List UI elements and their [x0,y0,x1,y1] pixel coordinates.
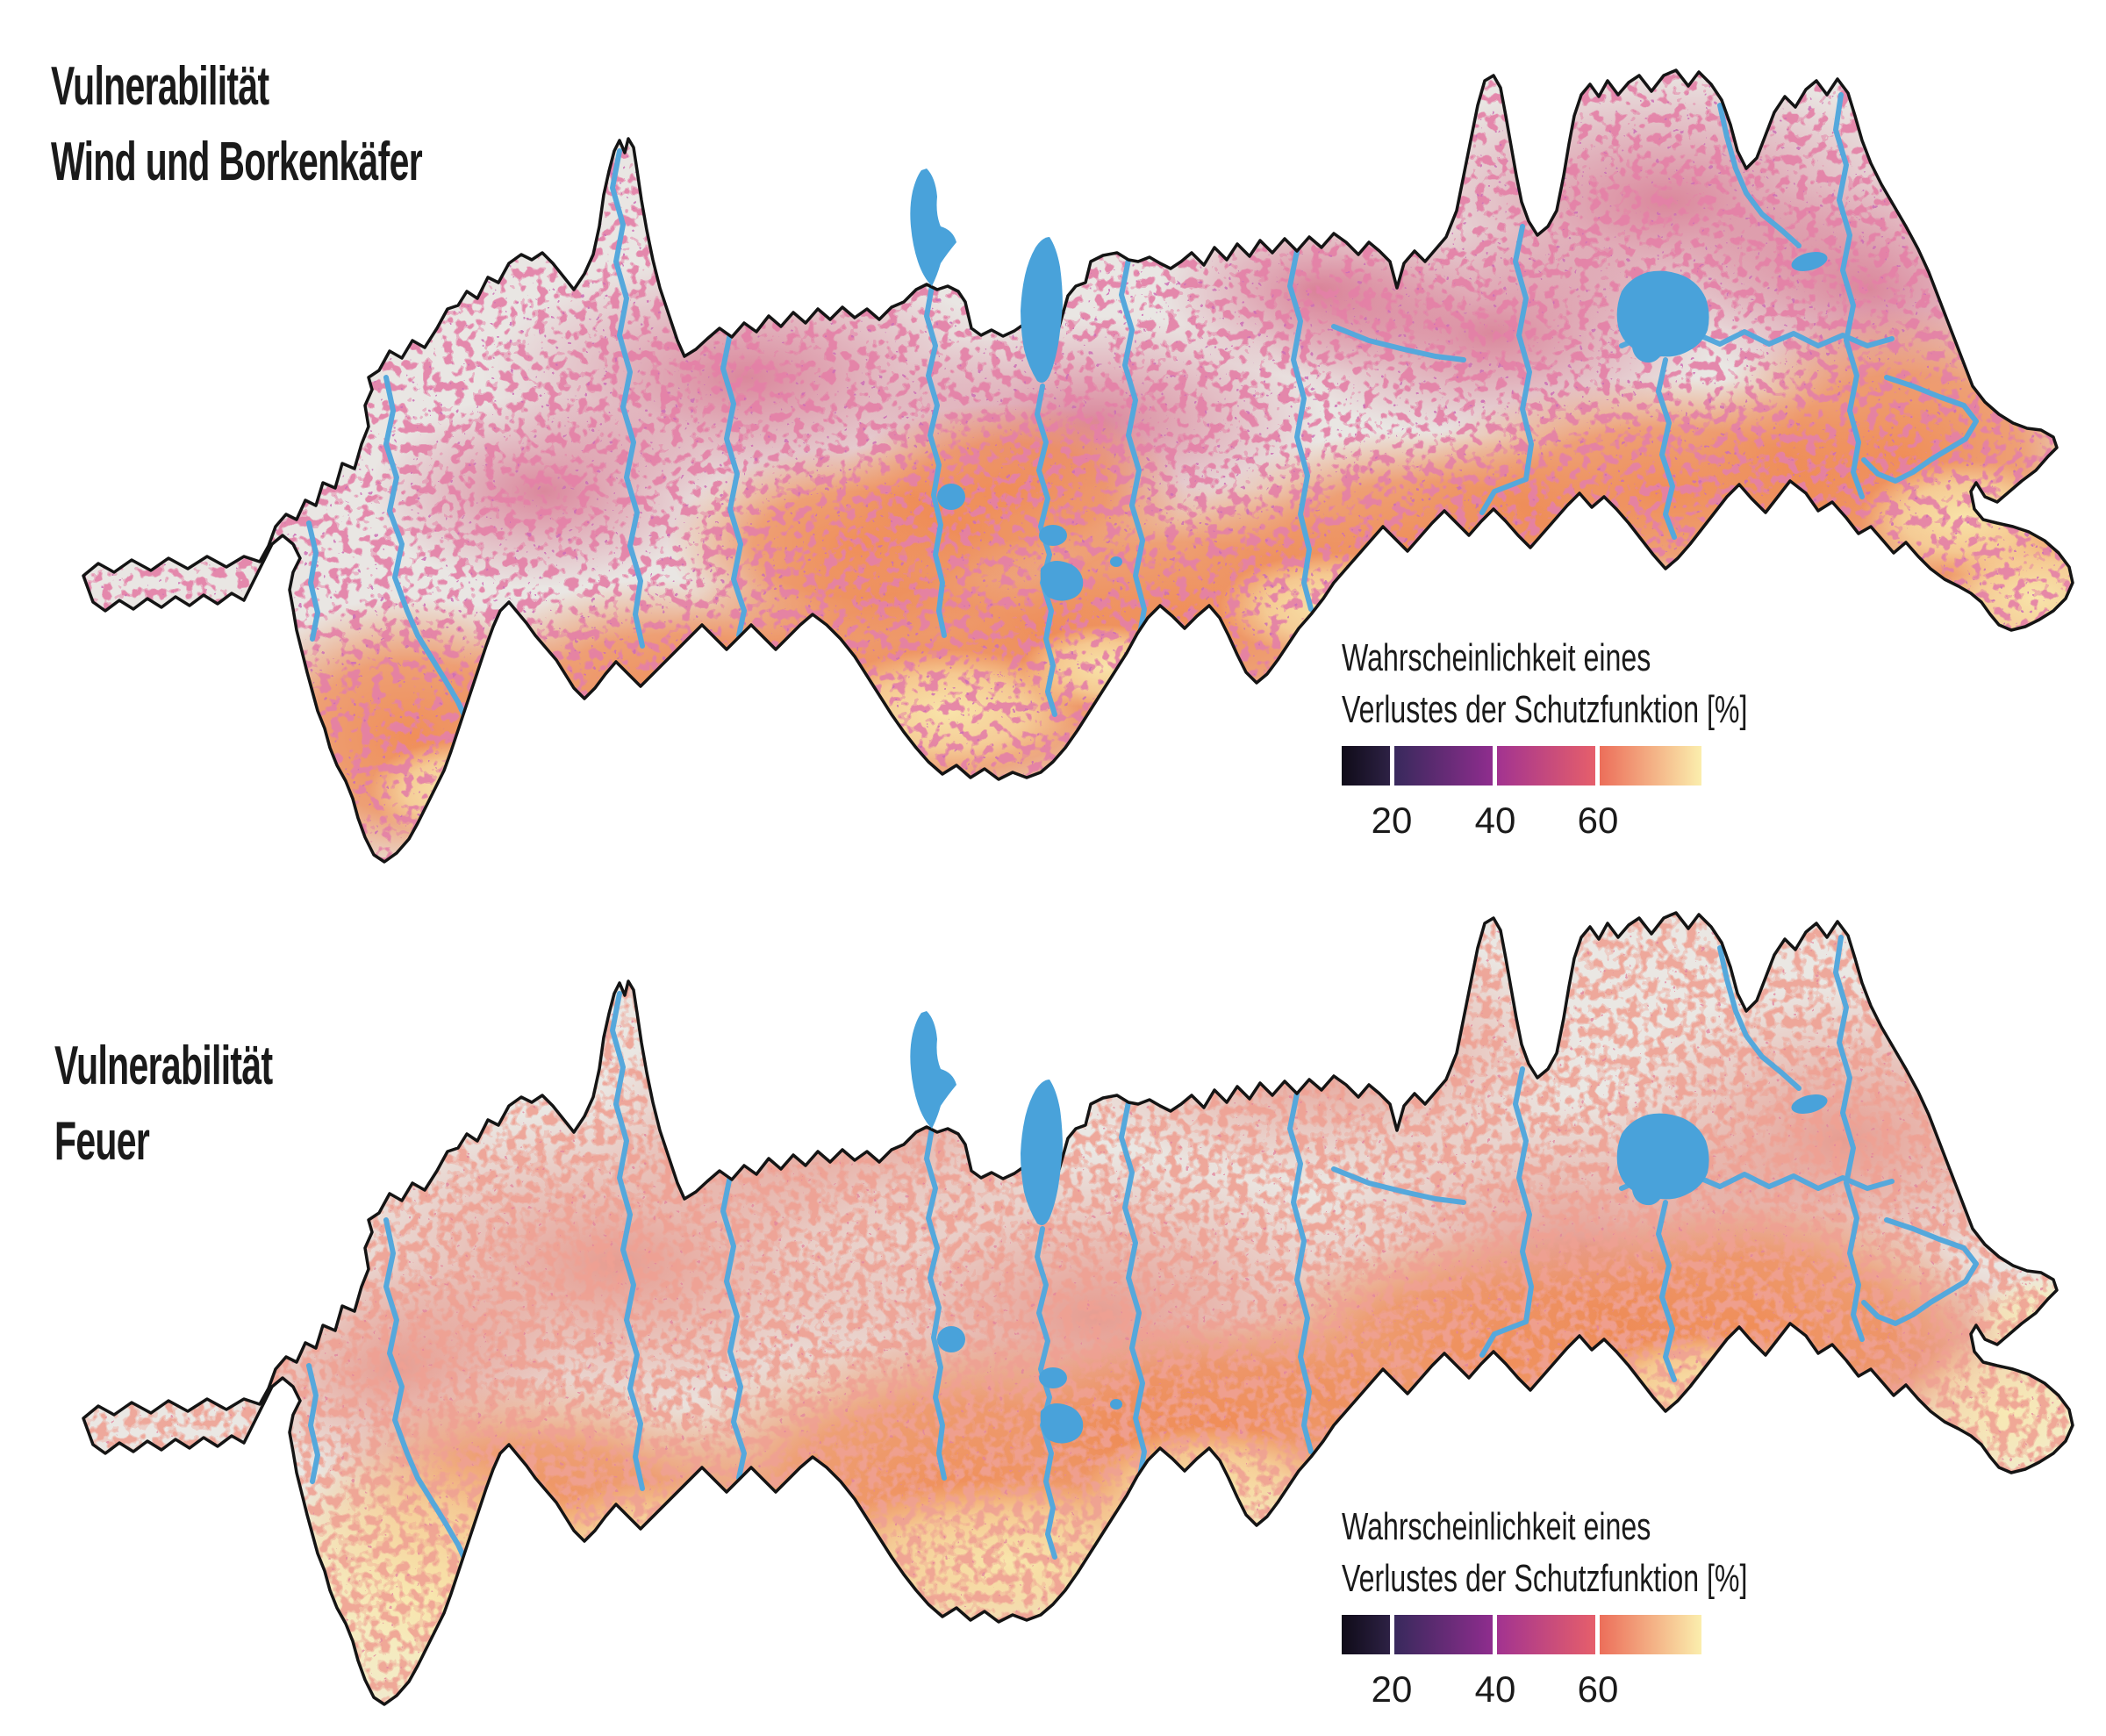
page-title: Vulnerabilität Wind und Borkenkäfer [51,49,423,200]
tick-label: 60 [1577,1668,1619,1710]
colorbar-segment-2 [1394,746,1493,786]
title-line: Feuer [54,1111,150,1172]
tick-label: 60 [1577,800,1619,841]
colorbar [1342,746,1886,786]
title-line: Wind und Borkenkäfer [51,132,423,192]
title-line: Vulnerabilität [54,1036,273,1096]
colorbar-segment-3 [1497,1615,1595,1654]
colorbar-segment-1 [1342,1615,1390,1654]
legend-fire: Wahrscheinlichkeit eines Verlustes der S… [1342,1501,1886,1714]
colorbar [1342,1615,1886,1654]
colorbar-segment-4 [1600,1615,1701,1654]
vulnerability-map-fire [82,911,2074,1706]
colorbar-segment-1 [1342,746,1390,786]
legend-title: Wahrscheinlichkeit eines Verlustes der S… [1342,1505,1748,1600]
tick-label: 20 [1371,800,1413,841]
legend-title: Wahrscheinlichkeit eines Verlustes der S… [1342,636,1748,731]
colorbar-segment-4 [1600,746,1701,786]
title-line: Vulnerabilität [51,56,269,117]
tick-label: 40 [1474,800,1516,841]
colorbar-segment-2 [1394,1615,1493,1654]
colorbar-ticks: 20 40 60 [1342,1668,1886,1714]
tick-label: 40 [1474,1668,1516,1710]
colorbar-segment-3 [1497,746,1595,786]
vulnerability-map-wind [82,68,2074,864]
colorbar-ticks: 20 40 60 [1342,800,1886,845]
page-title: Vulnerabilität Feuer [54,1029,273,1180]
tick-label: 20 [1371,1668,1413,1710]
legend-wind: Wahrscheinlichkeit eines Verlustes der S… [1342,632,1886,845]
